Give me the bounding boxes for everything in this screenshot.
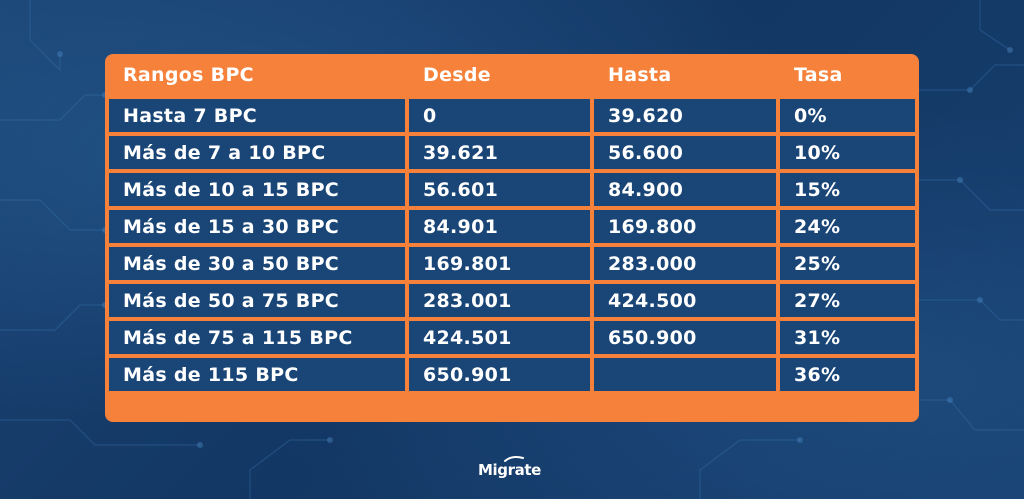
from-cell: 650.901 <box>409 358 590 391</box>
to-cell: 84.900 <box>594 173 776 206</box>
header-desde: Desde <box>423 63 491 86</box>
header-tasa: Tasa <box>794 63 843 86</box>
table-row: Más de 10 a 15 BPC 56.601 84.900 15% <box>109 173 915 206</box>
range-cell: Hasta 7 BPC <box>109 99 405 132</box>
range-cell: Más de 10 a 15 BPC <box>109 173 405 206</box>
header-rangos-bpc: Rangos BPC <box>123 63 254 86</box>
range-cell: Más de 30 a 50 BPC <box>109 247 405 280</box>
from-cell: 0 <box>409 99 590 132</box>
table-row: Más de 30 a 50 BPC 169.801 283.000 25% <box>109 247 915 280</box>
to-cell: 650.900 <box>594 321 776 354</box>
from-cell: 283.001 <box>409 284 590 317</box>
range-cell: Más de 7 a 10 BPC <box>109 136 405 169</box>
range-cell: Más de 115 BPC <box>109 358 405 391</box>
to-cell <box>594 358 776 391</box>
logo-text: Migrate <box>478 461 541 479</box>
rate-cell: 27% <box>780 284 915 317</box>
rate-cell: 25% <box>780 247 915 280</box>
table-row: Más de 15 a 30 BPC 84.901 169.800 24% <box>109 210 915 243</box>
rate-cell: 24% <box>780 210 915 243</box>
range-cell: Más de 75 a 115 BPC <box>109 321 405 354</box>
table-row: Más de 7 a 10 BPC 39.621 56.600 10% <box>109 136 915 169</box>
to-cell: 283.000 <box>594 247 776 280</box>
rate-cell: 36% <box>780 358 915 391</box>
tax-brackets-table: Rangos BPC Desde Hasta Tasa Hasta 7 BPC … <box>105 50 919 395</box>
from-cell: 39.621 <box>409 136 590 169</box>
to-cell: 56.600 <box>594 136 776 169</box>
table-row: Hasta 7 BPC 0 39.620 0% <box>109 99 915 132</box>
to-cell: 39.620 <box>594 99 776 132</box>
range-cell: Más de 50 a 75 BPC <box>109 284 405 317</box>
from-cell: 84.901 <box>409 210 590 243</box>
to-cell: 424.500 <box>594 284 776 317</box>
from-cell: 169.801 <box>409 247 590 280</box>
range-cell: Más de 15 a 30 BPC <box>109 210 405 243</box>
header-hasta: Hasta <box>608 63 672 86</box>
rate-cell: 0% <box>780 99 915 132</box>
to-cell: 169.800 <box>594 210 776 243</box>
logo-swoosh-icon <box>504 456 524 462</box>
table-row: Más de 75 a 115 BPC 424.501 650.900 31% <box>109 321 915 354</box>
tax-brackets-table-frame: Rangos BPC Desde Hasta Tasa Hasta 7 BPC … <box>105 54 919 422</box>
table-row: Más de 50 a 75 BPC 283.001 424.500 27% <box>109 284 915 317</box>
rate-cell: 31% <box>780 321 915 354</box>
rate-cell: 10% <box>780 136 915 169</box>
table-row: Más de 115 BPC 650.901 36% <box>109 358 915 391</box>
from-cell: 56.601 <box>409 173 590 206</box>
from-cell: 424.501 <box>409 321 590 354</box>
rate-cell: 15% <box>780 173 915 206</box>
migrate-logo: Migrate <box>478 455 548 483</box>
table-header-row: Rangos BPC Desde Hasta Tasa <box>109 54 915 95</box>
